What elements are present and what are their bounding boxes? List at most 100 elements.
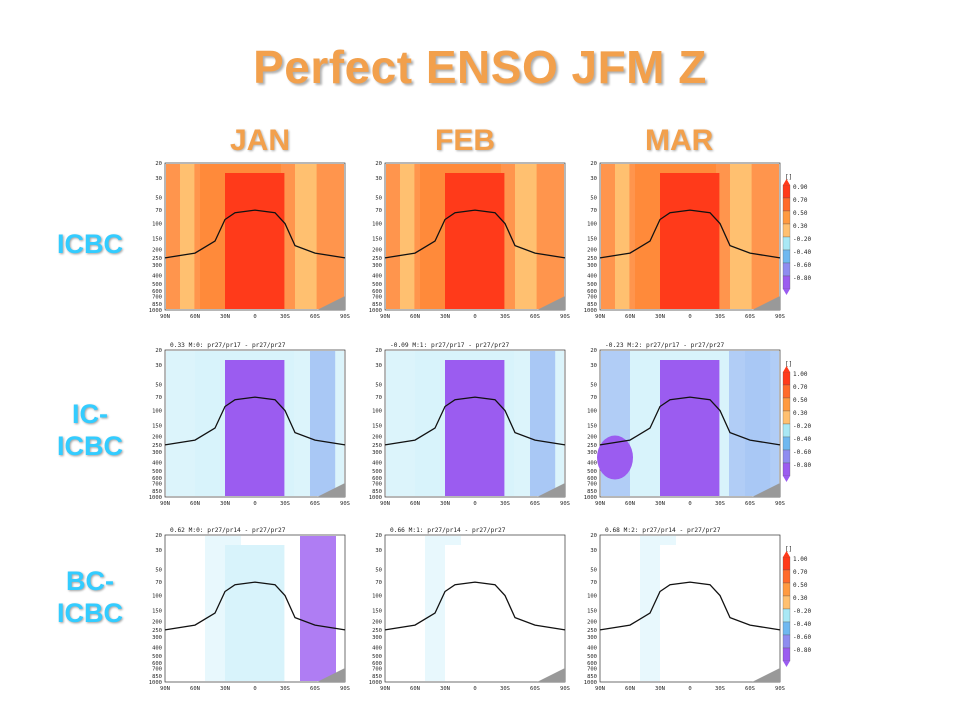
y-tick-label: 850 [152,489,162,495]
y-tick-label: 200 [152,435,162,441]
colorbar-swatch [782,262,791,277]
x-tick-label: 30N [220,686,230,692]
x-tick-label: 30S [280,501,290,507]
y-tick-label: 100 [372,593,382,599]
orography [317,668,345,682]
x-tick-label: 30N [440,314,450,320]
colorbar-label: 0.30 [793,410,808,417]
y-tick-label: 700 [152,295,162,301]
y-tick-label: 250 [372,628,382,634]
row-label-line2: ICBC [57,431,123,461]
colorbar-label: -0.60 [793,449,811,456]
x-tick-label: 90N [160,501,170,507]
y-tick-label: 250 [587,256,597,262]
x-tick-label: 60N [190,686,200,692]
y-tick-label: 70 [155,395,162,401]
y-tick-label: 600 [587,661,597,667]
tropopause-line [599,209,781,259]
y-tick-label: 400 [372,274,382,280]
y-tick-label: 20 [375,161,382,167]
y-tick-label: 50 [155,382,162,388]
colorbar-swatch [782,384,791,399]
y-tick-label: 400 [152,274,162,280]
row-label-line1: BC- [66,566,114,596]
y-tick-label: 200 [152,248,162,254]
colorbar-row3: []1.00 0.70 0.50 0.30 -0.20 -0.40 -0.60 -0.80 [782,546,811,667]
tropopause-line [599,581,781,631]
y-tick-label: 500 [152,282,162,288]
y-tick-label: 20 [590,348,597,354]
tropopause-line [384,209,566,259]
y-tick-label: 600 [372,476,382,482]
y-tick-label: 300 [372,635,382,641]
x-tick-label: 30N [220,314,230,320]
x-tick-label: 30N [440,501,450,507]
x-tick-label: 0 [688,501,691,507]
field-core [225,360,285,496]
y-tick-label: 1000 [584,308,597,314]
y-tick-label: 70 [375,395,382,401]
y-tick-label: 1000 [369,680,382,686]
y-tick-label: 700 [587,295,597,301]
x-tick-label: 0 [473,314,476,320]
colorbar-swatch [782,556,791,571]
colorbar-label: 1.00 [793,556,808,563]
colorbar-unit: [] [785,174,792,181]
x-tick-label: 60N [410,686,420,692]
x-tick-label: 90S [560,686,570,692]
y-tick-label: 100 [152,221,162,227]
colorbar-arrow-bottom [783,476,790,482]
y-tick-label: 600 [587,289,597,295]
x-tick-label: 30N [655,501,665,507]
x-tick-label: 30S [500,686,510,692]
y-tick-label: 1000 [149,495,162,501]
colorbar-label: -0.80 [793,462,811,469]
colorbar-row2: []1.00 0.70 0.50 0.30 -0.20 -0.40 -0.60 -0.80 [782,361,811,482]
y-tick-label: 300 [372,450,382,456]
y-tick-label: 500 [152,469,162,475]
x-tick-label: 60N [410,501,420,507]
x-tick-label: 90S [340,501,350,507]
colorbar-unit: [] [785,361,792,368]
x-tick-label: 30N [655,314,665,320]
y-tick-label: 250 [152,628,162,634]
field-band [615,164,630,309]
colorbar-label: 0.30 [793,595,808,602]
colorbar-label: 0.30 [793,223,808,230]
y-tick-label: 150 [587,424,597,430]
y-tick-label: 30 [375,363,382,369]
column-header-jan: JAN [230,124,291,157]
field-core [660,545,720,681]
y-tick-label: 50 [155,567,162,573]
colorbar-swatch [782,595,791,610]
colorbar-label: 0.90 [793,184,808,191]
x-tick-label: 90N [160,686,170,692]
y-tick-label: 300 [587,450,597,456]
colorbar-label: -0.60 [793,634,811,641]
colorbar-label: 0.70 [793,197,808,204]
x-tick-label: 0 [688,686,691,692]
y-tick-label: 30 [590,363,597,369]
row-label-line1: IC- [72,399,108,429]
y-tick-label: 500 [587,469,597,475]
colorbar-swatch [782,608,791,623]
field-band [295,164,317,309]
y-tick-label: 1000 [584,495,597,501]
y-tick-label: 150 [152,424,162,430]
x-tick-label: 30N [220,501,230,507]
colorbar-row1: []0.90 0.70 0.50 0.30 -0.20 -0.40 -0.60 -0.80 [782,174,811,295]
x-tick-label: 30S [280,314,290,320]
x-tick-label: 90S [560,501,570,507]
x-tick-label: 60N [625,501,635,507]
field-core [225,545,285,681]
colorbar-label: 0.50 [793,210,808,217]
y-tick-label: 50 [375,195,382,201]
panel-title: 0.33 M:0: pr27/pr17 - pr27/pr27 [170,342,286,349]
x-tick-label: 60S [745,314,755,320]
row-label-line2: ICBC [57,598,123,628]
colorbar-swatch [782,647,791,662]
y-tick-label: 100 [587,221,597,227]
